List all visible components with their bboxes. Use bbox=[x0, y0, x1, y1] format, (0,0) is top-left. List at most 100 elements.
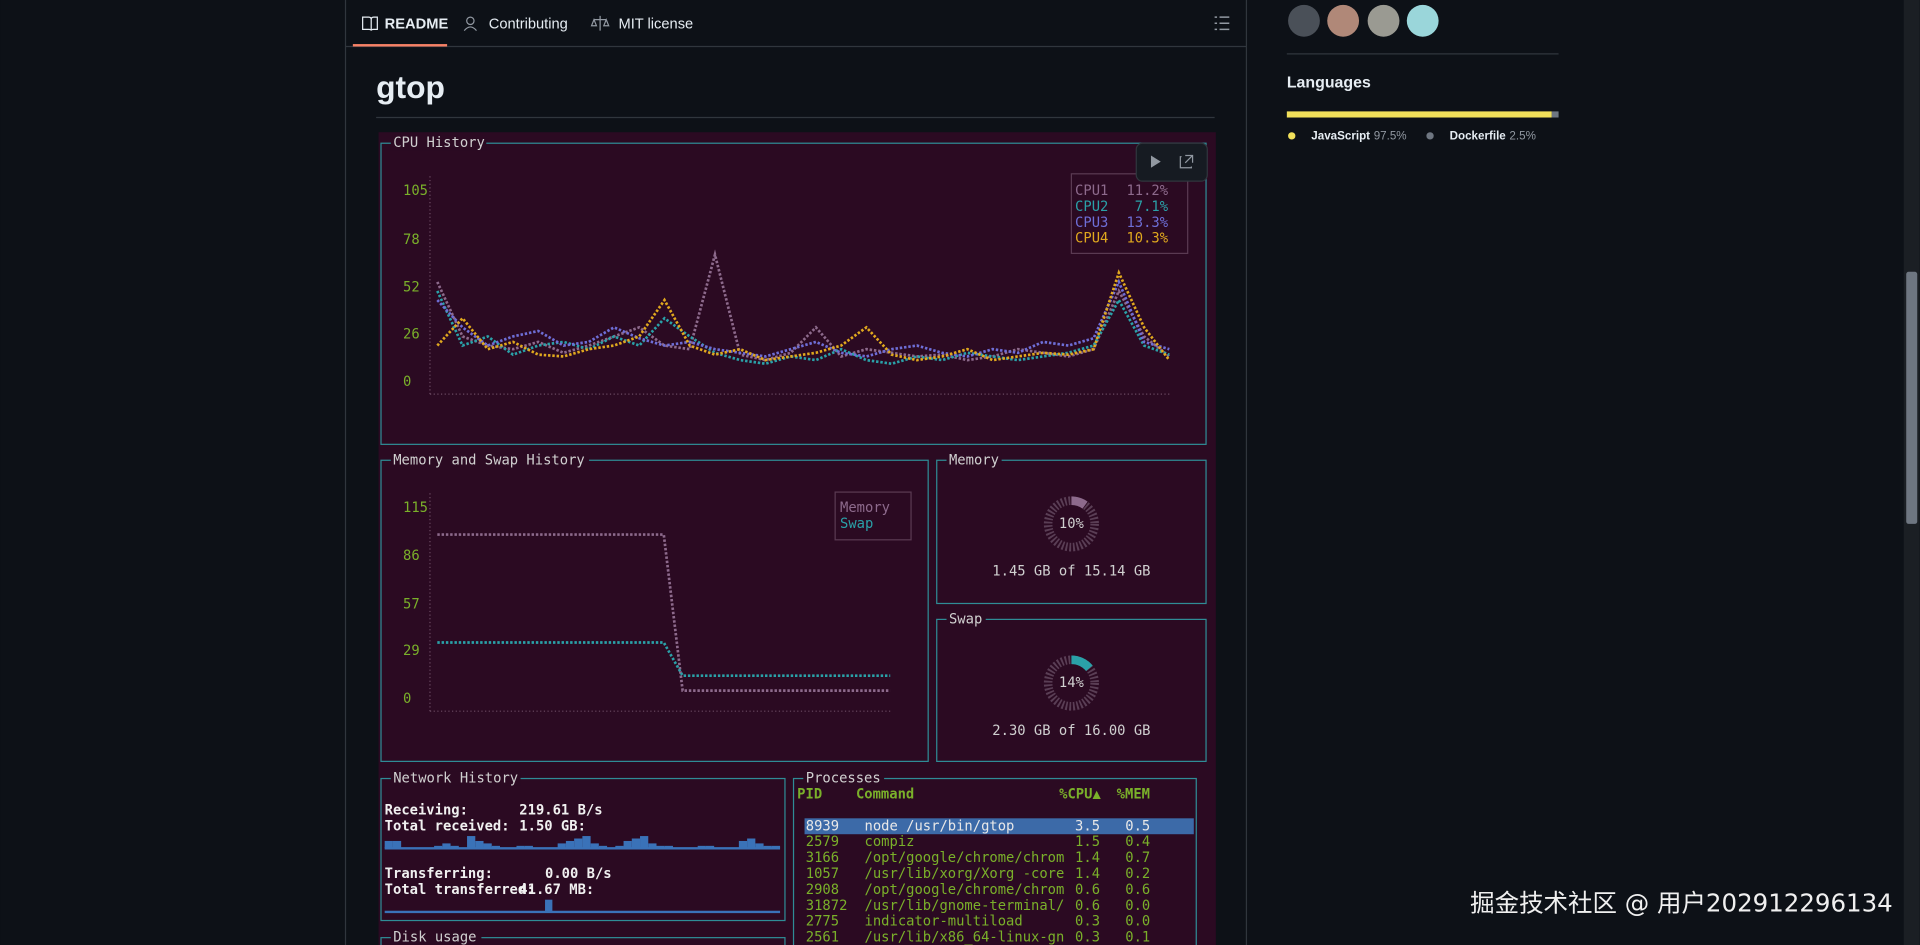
y-tick-label: 105 bbox=[403, 183, 428, 199]
open-external-button[interactable] bbox=[1179, 154, 1194, 169]
language-percent: 97.5% bbox=[1374, 130, 1407, 143]
process-cell: 2561 bbox=[806, 930, 839, 945]
column-header: %CPU▲ bbox=[1059, 786, 1101, 802]
process-cell: 0.3 bbox=[1075, 930, 1100, 945]
language-bar bbox=[1551, 111, 1559, 118]
tab[interactable]: Contributing bbox=[463, 16, 568, 32]
column-header: %MEM bbox=[1117, 786, 1150, 802]
process-cell: 0.6 bbox=[1075, 898, 1100, 914]
legend-label: Swap bbox=[840, 516, 873, 532]
panel-title-bg bbox=[390, 452, 590, 468]
process-cell: /usr/lib/xorg/Xorg -core bbox=[865, 866, 1065, 882]
selected-row bbox=[804, 818, 1194, 835]
network-value: 1.50 GB: bbox=[519, 818, 586, 834]
donut-detail: 1.45 GB of 15.14 GB bbox=[992, 564, 1150, 580]
sparkline-block bbox=[545, 899, 553, 912]
tab[interactable]: README bbox=[362, 16, 449, 32]
sparkline-bar bbox=[738, 840, 748, 849]
donut-arc bbox=[1043, 496, 1099, 552]
process-cell: /opt/google/chrome/chrom bbox=[865, 850, 1065, 866]
sparkline-bar bbox=[640, 836, 649, 849]
avatar[interactable] bbox=[1288, 4, 1320, 37]
process-cell: 0.5 bbox=[1125, 818, 1150, 834]
process-cell: indicator-multiload bbox=[865, 914, 1023, 930]
process-cell: 1.4 bbox=[1075, 850, 1100, 866]
panel-title-bg bbox=[390, 135, 487, 151]
series-line bbox=[437, 533, 891, 693]
sparkline-bar bbox=[491, 845, 500, 849]
outline-button[interactable] bbox=[1214, 16, 1230, 31]
process-cell: /usr/lib/x86_64-linux-gn bbox=[865, 930, 1065, 945]
list-icon bbox=[1214, 16, 1230, 31]
avatar[interactable] bbox=[1367, 4, 1400, 37]
panel-title: Memory and Swap History bbox=[393, 452, 584, 468]
sparkline-bar bbox=[623, 840, 632, 849]
people-icon bbox=[463, 26, 477, 32]
panel-border bbox=[380, 142, 1207, 445]
readme-heading: gtop bbox=[376, 69, 445, 105]
legend-box bbox=[1070, 173, 1189, 254]
process-cell: 2908 bbox=[806, 882, 839, 898]
legend-label: CPU4 bbox=[1075, 231, 1108, 247]
languages: JavaScript 97.5% Dockerfile 2.5% bbox=[1286, 111, 1559, 143]
network-label: Receiving: bbox=[385, 802, 468, 818]
panel-border bbox=[936, 618, 1207, 762]
process-cell: 8939 bbox=[806, 818, 839, 834]
network-value: 41.67 MB: bbox=[519, 882, 594, 898]
sparkline-bar bbox=[763, 845, 772, 849]
process-cell: 0.2 bbox=[1125, 866, 1150, 882]
sparkline-bar bbox=[384, 840, 393, 849]
process-cell: 1057 bbox=[806, 866, 839, 882]
sparkline-bar bbox=[557, 843, 566, 849]
tab[interactable]: MIT license bbox=[590, 15, 694, 32]
process-cell: node /usr/bin/gtop bbox=[865, 818, 1015, 834]
tab-label: Contributing bbox=[489, 16, 568, 32]
panel-title: Processes bbox=[806, 771, 881, 787]
panel-title: Network History bbox=[393, 771, 518, 787]
sparkline-bar bbox=[565, 840, 575, 849]
process-cell: compiz bbox=[865, 834, 915, 850]
sparkline-bar bbox=[747, 838, 756, 849]
sparkline-bar bbox=[648, 843, 657, 849]
process-cell: 2775 bbox=[806, 914, 839, 930]
sparkline-bar bbox=[434, 845, 443, 849]
process-cell: 0.3 bbox=[1075, 914, 1100, 930]
y-tick-label: 78 bbox=[403, 232, 420, 248]
language-dot bbox=[1426, 132, 1434, 140]
legend-value: 11.2% bbox=[1126, 183, 1168, 199]
language-percent: 2.5% bbox=[1509, 130, 1535, 143]
process-cell: 0.0 bbox=[1125, 898, 1150, 914]
process-cell: 2579 bbox=[806, 834, 839, 850]
avatar[interactable] bbox=[1327, 4, 1360, 37]
sparkline-bar bbox=[705, 845, 715, 849]
process-cell: 0.6 bbox=[1075, 882, 1100, 898]
language-dot bbox=[1288, 132, 1296, 140]
avatar[interactable] bbox=[1406, 4, 1439, 37]
sparkline-bar bbox=[475, 840, 484, 849]
tab-label: MIT license bbox=[618, 16, 693, 32]
scrollbar-thumb[interactable] bbox=[1906, 271, 1918, 524]
receiving-sparkline bbox=[384, 836, 781, 849]
donut-track bbox=[1043, 496, 1099, 552]
sparkline-bar bbox=[524, 845, 533, 849]
sparkline-bar bbox=[656, 845, 665, 849]
tab-label: README bbox=[385, 16, 449, 32]
process-cell: 0.6 bbox=[1125, 882, 1150, 898]
legend-label: Memory bbox=[840, 500, 890, 516]
legend-box bbox=[834, 491, 912, 541]
sparkline-bar bbox=[590, 843, 599, 849]
scale-icon bbox=[590, 15, 610, 31]
panel-title-bg bbox=[390, 930, 482, 945]
process-cell: 0.1 bbox=[1125, 930, 1150, 945]
donut-arc bbox=[1043, 655, 1099, 711]
play-button[interactable] bbox=[1150, 155, 1161, 168]
sparkline-bar bbox=[467, 836, 476, 849]
sparkline-bar bbox=[516, 845, 525, 849]
panel-title: Disk usage bbox=[393, 930, 476, 945]
sparkline-bar bbox=[582, 836, 591, 849]
process-cell: /usr/lib/gnome-terminal/ bbox=[865, 898, 1065, 914]
process-cell: 3166 bbox=[806, 850, 839, 866]
y-tick-label: 26 bbox=[403, 327, 420, 343]
sparkline-bar bbox=[697, 845, 706, 849]
series-line bbox=[436, 278, 1170, 358]
